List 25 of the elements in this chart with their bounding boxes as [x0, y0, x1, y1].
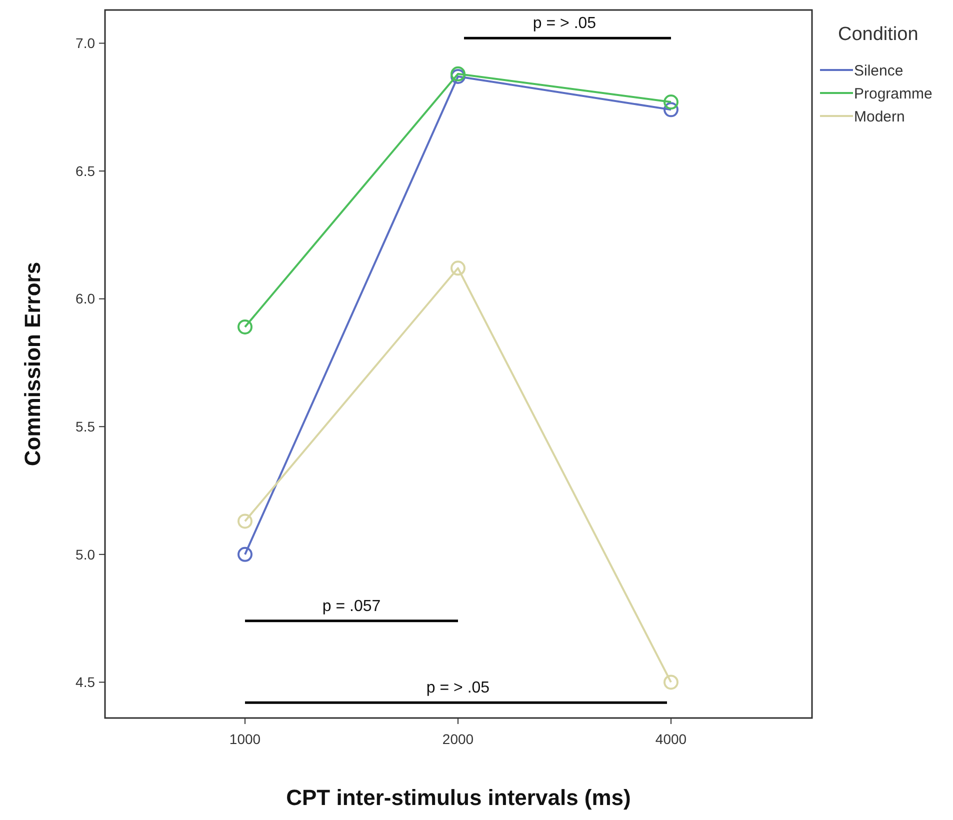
x-tick-label: 2000: [442, 731, 474, 747]
annotation: p = > .05: [532, 15, 596, 32]
x-tick-label: 1000: [229, 731, 261, 747]
x-axis-title: CPT inter-stimulus intervals (ms): [286, 785, 631, 810]
y-tick-label: 5.0: [76, 546, 96, 562]
point: [664, 102, 678, 118]
annotation: p = .057: [322, 598, 381, 615]
y-tick-label: 6.5: [76, 162, 96, 179]
point: [450, 260, 466, 276]
y-tick-label: 7.0: [76, 35, 96, 52]
y-axis-title: Commission Errors: [20, 262, 45, 466]
x-tick-label: 4000: [655, 731, 687, 747]
legend-title: Condition: [838, 24, 918, 45]
annotation: p = > .05: [426, 680, 490, 697]
legend-label: Silence: [854, 62, 904, 80]
y-tick-label: 5.5: [76, 418, 96, 435]
y-tick-label: 6.0: [76, 290, 96, 307]
point: [238, 514, 252, 529]
point: [238, 319, 252, 334]
point: [238, 546, 252, 562]
legend-label: Modern: [854, 108, 905, 126]
point: [664, 674, 678, 690]
legend-label: Programme: [854, 85, 932, 102]
y-tick-label: 4.5: [76, 674, 96, 690]
point: [664, 94, 678, 110]
